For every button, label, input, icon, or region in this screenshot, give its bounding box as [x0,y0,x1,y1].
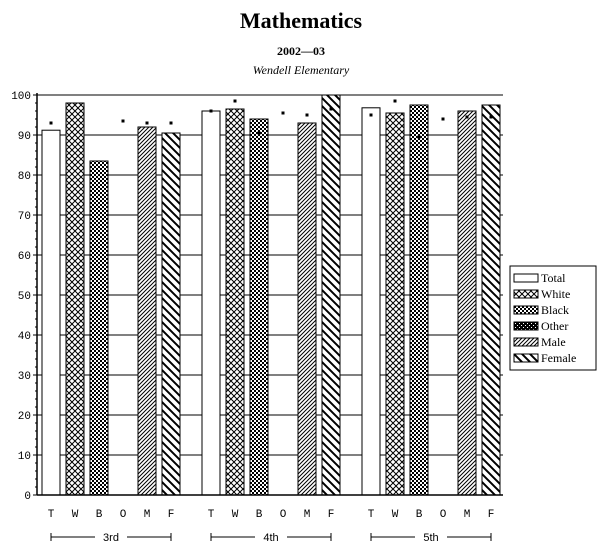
x-category-label: B [96,509,103,521]
bar-4th-black [249,118,269,496]
bar-4th-total [201,110,221,496]
grade-labels: 3rd 4th 5th [50,532,492,544]
y-tick-label: 30 [18,371,31,383]
x-category-label: F [328,509,335,521]
dot-5th-female [489,115,493,119]
dot-5th-total [369,113,373,117]
dot-5th-male [465,115,469,119]
bar-4th-female [321,94,341,496]
y-tick-label: 80 [18,171,31,183]
dot-5th-white [393,99,397,103]
y-tick-label: 0 [24,491,31,503]
dot-3rd-male [145,121,149,125]
dot-5th-other [441,117,445,121]
x-category-label: F [168,509,175,521]
legend-swatch-female [513,353,539,363]
dot-4th-other [281,111,285,115]
legend-box [509,265,597,371]
legend-label-total: Total [541,271,566,285]
x-category-label: M [464,509,471,521]
x-category-label: W [232,509,239,521]
legend-label-male: Male [541,335,566,349]
x-category-label: W [72,509,79,521]
legend-swatch-other [513,321,539,331]
bar-5th-total [361,107,381,496]
bar-3rd-male [137,126,157,496]
chart-title: Mathematics [240,8,363,33]
bar-3rd-total [41,129,61,496]
bar-4th-male [297,122,317,496]
x-category-label: T [368,509,375,521]
legend: Total White Black Other Male Female [509,265,597,371]
y-tick-label: 60 [18,251,31,263]
dot-3rd-total [49,121,53,125]
legend-swatch-black [513,305,539,315]
dot-4th-male [305,113,309,117]
x-category-label: T [48,509,55,521]
legend-label-other: Other [541,319,568,333]
y-tick-label: 40 [18,331,31,343]
legend-label-white: White [541,287,570,301]
dot-4th-black [257,131,261,135]
school-name: Wendell Elementary [253,63,350,77]
legend-swatch-male [513,337,539,347]
dot-4th-female [329,107,333,111]
reference-dots [49,99,493,139]
axes [33,93,503,496]
x-category-label: O [120,509,127,521]
legend-swatch-white [513,289,539,299]
x-category-label: W [392,509,399,521]
x-category-label: O [280,509,287,521]
y-tick-label: 20 [18,411,31,423]
grade-label: 5th [423,532,438,544]
x-category-label: F [488,509,495,521]
x-category-label: M [144,509,151,521]
grade-label: 4th [263,532,278,544]
y-tick-label: 90 [18,131,31,143]
x-category-label: B [256,509,263,521]
bar-5th-male [457,110,477,496]
chart-subtitle: 2002—03 [277,44,325,58]
bar-5th-black [409,104,429,496]
bar-3rd-black [89,160,109,496]
dot-4th-white [233,99,237,103]
bar-5th-white [385,112,405,496]
bars [41,94,501,496]
y-tick-label: 100 [11,91,31,103]
y-tick-label: 10 [18,451,31,463]
x-category-label: T [208,509,215,521]
gridlines [37,94,503,456]
bar-5th-female [481,104,501,496]
legend-label-female: Female [541,351,576,365]
dot-5th-black [417,135,421,139]
dot-3rd-other [121,119,125,123]
y-tick-label: 70 [18,211,31,223]
y-tick-label: 50 [18,291,31,303]
y-tick-labels: 0 10 20 30 40 50 60 70 80 90 100 [11,91,31,503]
legend-label-black: Black [541,303,569,317]
dot-3rd-female [169,121,173,125]
dot-4th-total [209,109,213,113]
bar-3rd-female [161,132,181,496]
bar-3rd-white [65,102,85,496]
x-category-label: M [304,509,311,521]
x-category-label: O [440,509,447,521]
bar-4th-white [225,108,245,496]
legend-swatch-total [513,273,539,283]
x-category-label: B [416,509,423,521]
grade-label: 3rd [103,532,119,544]
